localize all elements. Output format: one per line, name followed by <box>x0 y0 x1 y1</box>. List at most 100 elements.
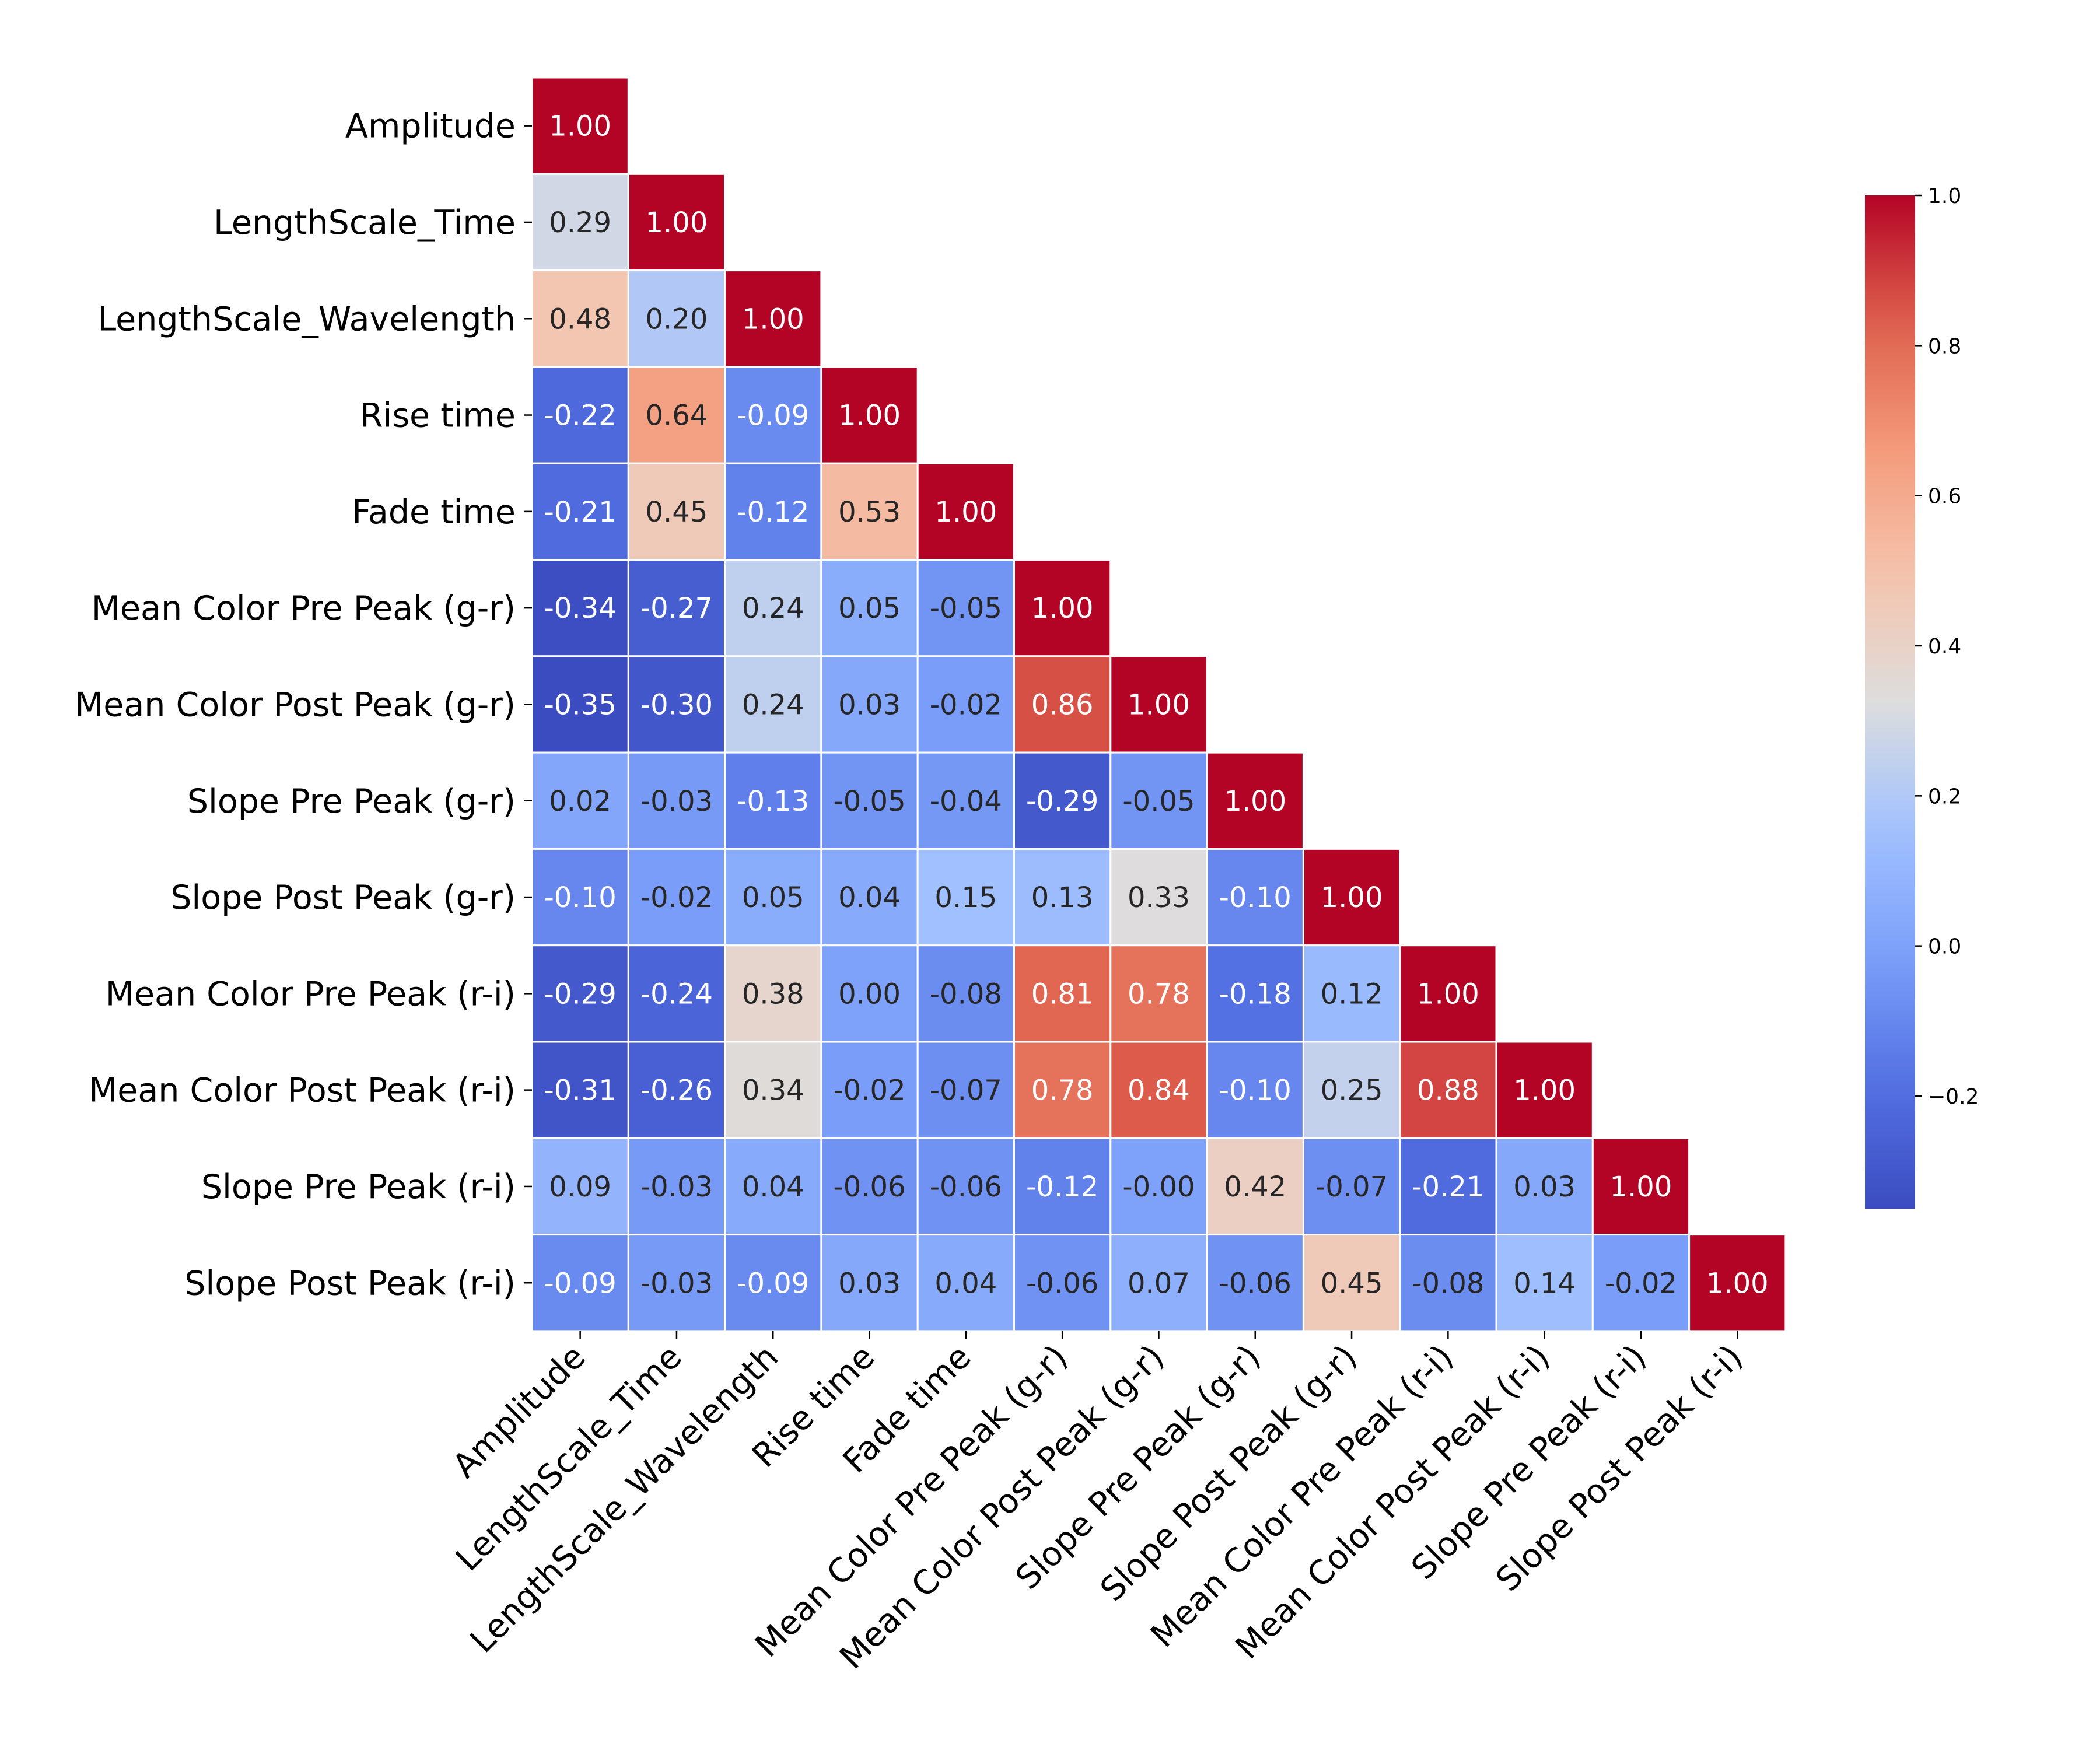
heatmap-cell <box>1206 751 1304 850</box>
heatmap-cell <box>724 848 822 947</box>
cell-value-label: 0.13 <box>1031 881 1094 914</box>
heatmap-cell <box>724 270 822 368</box>
cell-value-label: 1.00 <box>549 110 611 143</box>
cell-value-label: -0.18 <box>1219 978 1292 1010</box>
heatmap-cell <box>916 559 1015 657</box>
cell-value-label: -0.05 <box>930 592 1002 625</box>
heatmap-cell <box>820 1137 919 1236</box>
cell-value-label: 0.00 <box>838 978 901 1010</box>
cell-value-label: -0.06 <box>1026 1267 1098 1300</box>
cell-value-label: -0.10 <box>544 881 617 914</box>
cell-value-label: 1.00 <box>1417 978 1479 1010</box>
row-label: Slope Pre Peak (g-r) <box>187 782 516 821</box>
cell-value-label: 0.05 <box>838 592 901 625</box>
heatmap-cell <box>820 462 919 561</box>
cell-value-label: -0.29 <box>1026 785 1098 818</box>
heatmap-cell <box>531 751 629 850</box>
heatmap-cell <box>1206 944 1304 1043</box>
heatmap-cell <box>531 944 629 1043</box>
cell-value-label: 0.20 <box>646 303 708 335</box>
heatmap-cell <box>531 1234 629 1332</box>
heatmap-cell <box>627 655 726 754</box>
cell-value-label: -0.05 <box>833 785 905 818</box>
heatmap-cell <box>820 848 919 947</box>
cell-value-label: 1.00 <box>1224 785 1286 818</box>
heatmap-cell <box>724 1234 822 1332</box>
cell-value-label: -0.08 <box>930 978 1002 1010</box>
colorbar: −0.2 0.0 0.2 0.4 0.6 0.8 1.0 <box>1865 184 1979 1209</box>
heatmap-cell <box>1206 1137 1304 1236</box>
cell-value-label: -0.05 <box>1122 785 1195 818</box>
heatmap-cell <box>724 944 822 1043</box>
heatmap-cell <box>1688 1234 1787 1332</box>
cell-value-label: 0.45 <box>1321 1267 1383 1300</box>
cell-value-label: -0.13 <box>737 785 809 818</box>
cell-value-label: -0.12 <box>737 496 809 528</box>
cell-value-label: -0.02 <box>930 688 1002 721</box>
cell-value-label: 0.34 <box>742 1074 804 1107</box>
heatmap-cell <box>916 1234 1015 1332</box>
cell-value-label: 0.84 <box>1128 1074 1190 1107</box>
cell-value-label: -0.10 <box>1219 1074 1292 1107</box>
colorbar-gradient <box>1865 195 1915 1209</box>
cell-value-label: 0.02 <box>549 785 611 818</box>
heatmap-cell <box>1013 1137 1112 1236</box>
cell-value-label: -0.09 <box>544 1267 617 1300</box>
cell-value-label: 0.14 <box>1513 1267 1576 1300</box>
cell-value-label: 0.78 <box>1031 1074 1094 1107</box>
cell-value-label: -0.02 <box>640 881 713 914</box>
cell-value-label: 0.04 <box>838 881 901 914</box>
colorbar-tick-label: 0.4 <box>1928 635 1961 659</box>
heatmap-cell <box>820 655 919 754</box>
cell-value-label: 0.48 <box>549 303 611 335</box>
heatmap-cell <box>724 1137 822 1236</box>
cell-value-label: -0.06 <box>930 1171 1002 1203</box>
cell-value-label: 0.04 <box>742 1171 804 1203</box>
cell-value-label: 0.12 <box>1321 978 1383 1010</box>
heatmap-cell <box>531 848 629 947</box>
cell-value-label: 0.25 <box>1321 1074 1383 1107</box>
cell-value-label: 0.24 <box>742 688 804 721</box>
cell-value-label: 0.86 <box>1031 688 1094 721</box>
heatmap-cell <box>627 944 726 1043</box>
row-label: Mean Color Post Peak (g-r) <box>75 685 516 724</box>
cell-value-label: -0.21 <box>1412 1171 1484 1203</box>
heatmap-cell <box>531 1041 629 1139</box>
cell-value-label: 0.81 <box>1031 978 1094 1010</box>
heatmap-cell <box>1302 1137 1401 1236</box>
cell-value-label: -0.12 <box>1026 1171 1098 1203</box>
heatmap-cell <box>916 944 1015 1043</box>
cell-value-label: 1.00 <box>646 206 708 239</box>
cell-value-label: 0.78 <box>1128 978 1190 1010</box>
heatmap-cell <box>724 751 822 850</box>
row-label: Rise time <box>360 397 516 435</box>
heatmap-cell <box>1013 944 1112 1043</box>
heatmap-cell <box>1110 848 1208 947</box>
cell-value-label: -0.29 <box>544 978 617 1010</box>
heatmap-cell <box>1495 1234 1594 1332</box>
cell-value-label: -0.34 <box>544 592 617 625</box>
cell-value-label: 0.53 <box>838 496 901 528</box>
cell-value-label: 0.45 <box>646 496 708 528</box>
cell-value-label: 1.00 <box>1321 881 1383 914</box>
cell-value-label: -0.26 <box>640 1074 713 1107</box>
heatmap-cell <box>627 559 726 657</box>
cell-value-label: 1.00 <box>742 303 804 335</box>
colorbar-tick-label: 0.8 <box>1928 334 1961 358</box>
heatmap-cell <box>627 173 726 272</box>
cell-value-label: 0.03 <box>1513 1171 1576 1203</box>
cell-value-label: -0.21 <box>544 496 617 528</box>
cell-value-label: 1.00 <box>1706 1267 1769 1300</box>
cell-value-label: 0.03 <box>838 1267 901 1300</box>
cell-value-label: 1.00 <box>838 400 901 432</box>
row-label: Slope Post Peak (r-i) <box>184 1264 516 1303</box>
cell-value-label: -0.00 <box>1122 1171 1195 1203</box>
heatmap-cell <box>820 1041 919 1139</box>
heatmap-cell <box>1399 944 1497 1043</box>
row-label: LengthScale_Wavelength <box>97 300 516 338</box>
heatmap-cell <box>1110 1137 1208 1236</box>
cell-value-label: 0.38 <box>742 978 804 1010</box>
heatmap-cell <box>724 559 822 657</box>
heatmap-cell <box>531 1137 629 1236</box>
heatmap-cell <box>1302 944 1401 1043</box>
